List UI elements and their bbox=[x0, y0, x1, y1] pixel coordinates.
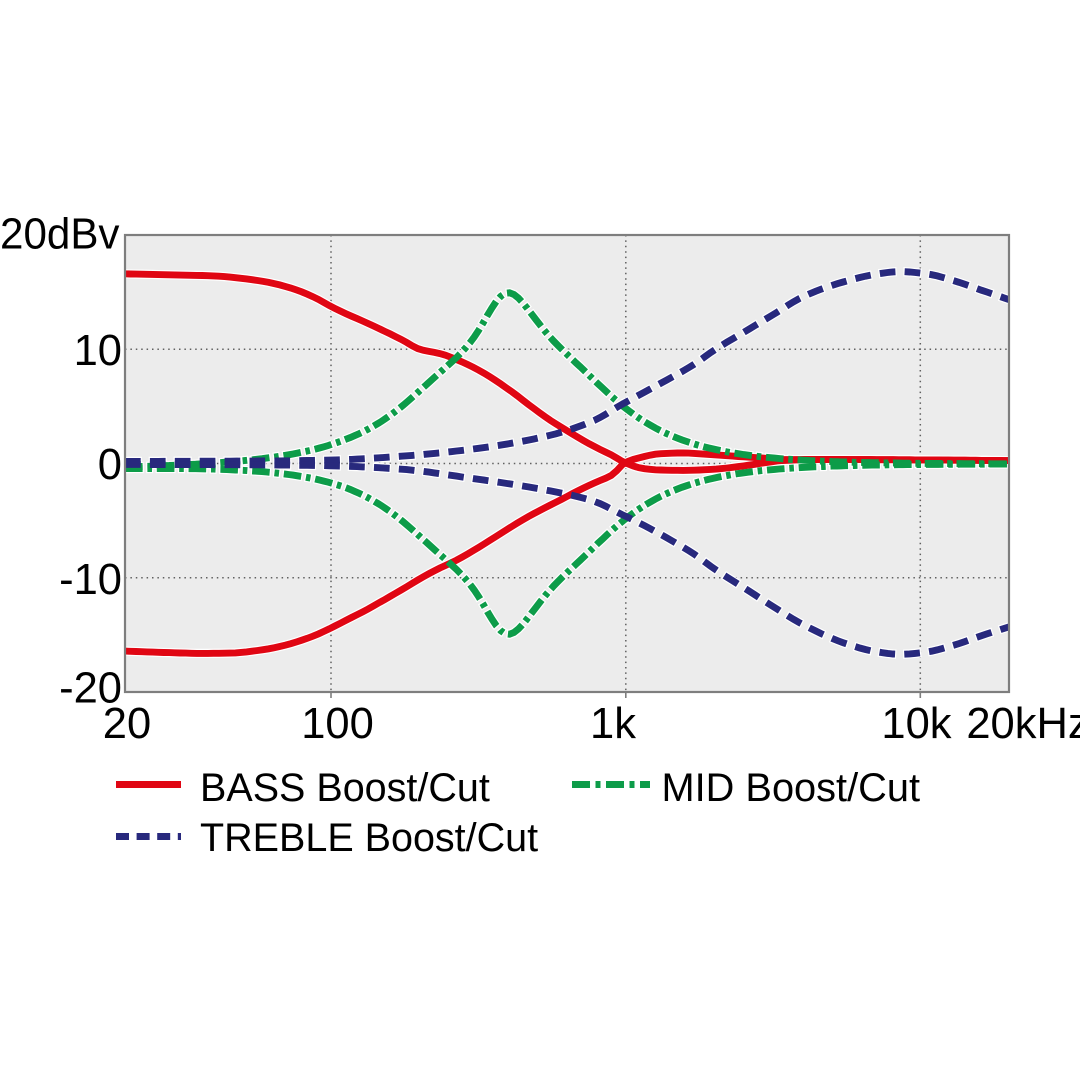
svg-text:BASS Boost/Cut: BASS Boost/Cut bbox=[200, 766, 490, 810]
svg-text:10k: 10k bbox=[881, 700, 951, 748]
svg-text:1k: 1k bbox=[590, 700, 636, 748]
svg-text:20dBv: 20dBv bbox=[0, 211, 120, 259]
svg-text:20: 20 bbox=[103, 700, 151, 748]
svg-text:10: 10 bbox=[74, 327, 122, 375]
svg-text:TREBLE Boost/Cut: TREBLE Boost/Cut bbox=[200, 816, 538, 860]
svg-text:MID Boost/Cut: MID Boost/Cut bbox=[662, 766, 921, 810]
svg-text:-10: -10 bbox=[59, 556, 122, 604]
svg-text:100: 100 bbox=[301, 700, 374, 748]
svg-text:0: 0 bbox=[98, 441, 122, 489]
svg-text:-20: -20 bbox=[59, 665, 122, 713]
svg-text:20kHz: 20kHz bbox=[966, 700, 1080, 748]
